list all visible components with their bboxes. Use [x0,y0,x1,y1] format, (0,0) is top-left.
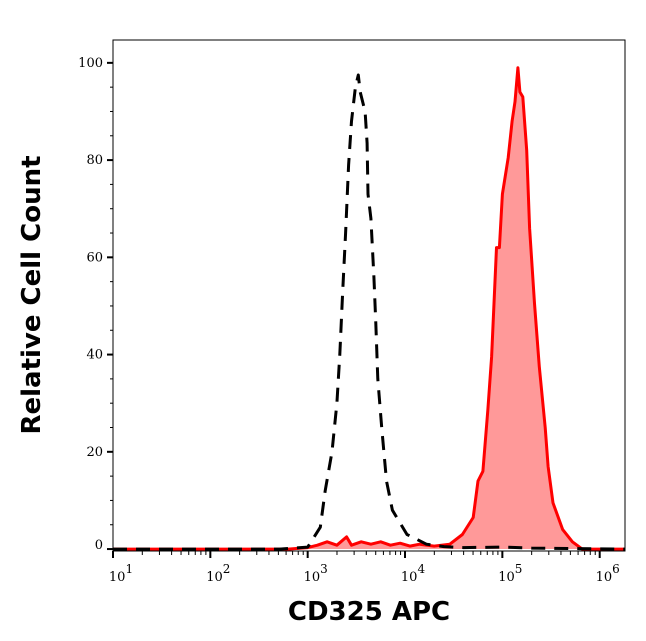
plot-frame [112,39,626,552]
x-tick-base: 10 [304,570,321,585]
x-tick-base: 10 [498,570,515,585]
x-tick-label: 104 [401,562,426,585]
y-tick-label: 0 [95,538,103,553]
series-layer [113,66,626,551]
y-tick-label: 100 [78,56,103,71]
series-line-0 [113,73,626,551]
y-axis-title: Relative Cell Count [17,155,47,434]
x-tick-base: 10 [596,570,613,585]
x-tick-exponent: 5 [515,562,523,576]
y-tick-label: 20 [86,445,103,460]
y-tick-label: 60 [86,250,103,265]
x-tick-exponent: 3 [320,562,328,576]
x-tick-label: 101 [109,562,133,585]
x-tick-exponent: 1 [125,562,133,576]
series-line-1 [113,66,625,551]
x-axis-title: CD325 APC [288,597,450,627]
x-tick-label: 103 [304,562,328,585]
y-tick-label: 40 [86,348,103,363]
x-tick-exponent: 2 [223,562,231,576]
x-tick-base: 10 [401,570,418,585]
x-tick-label: 106 [596,562,620,585]
x-tick-exponent: 6 [612,562,620,576]
x-tick-label: 105 [498,562,522,585]
x-tick-base: 10 [206,570,223,585]
x-tick-base: 10 [109,570,126,585]
x-tick-label: 102 [206,562,230,585]
series-fill-1 [113,67,625,550]
y-tick-label: 80 [86,153,103,168]
x-tick-exponent: 4 [417,562,425,576]
